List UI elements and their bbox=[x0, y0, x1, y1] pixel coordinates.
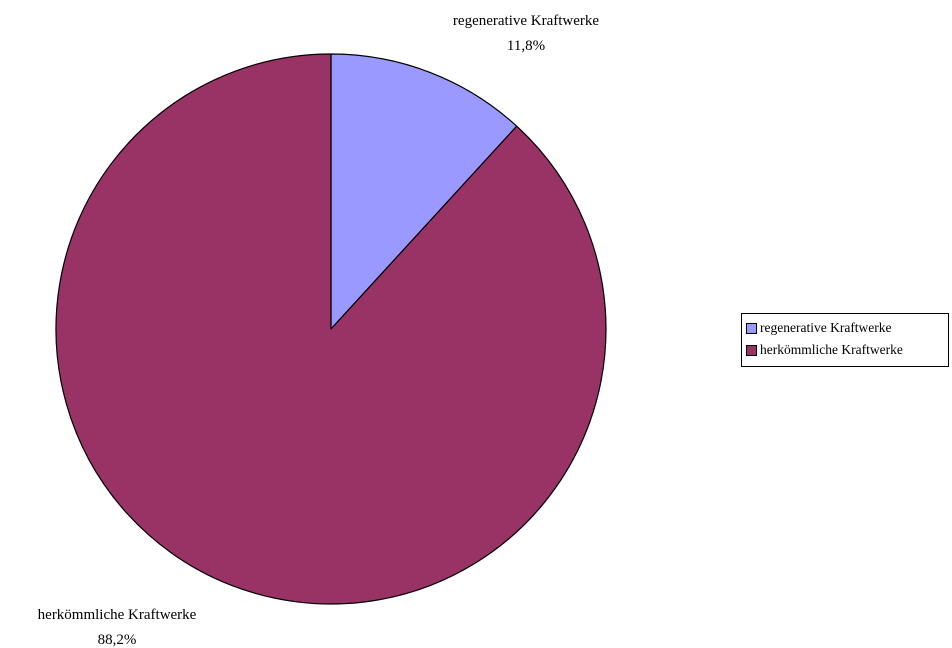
pie-slices bbox=[55, 53, 607, 605]
legend-label-regenerative: regenerative Kraftwerke bbox=[760, 320, 892, 335]
legend-swatch-regenerative bbox=[746, 322, 757, 334]
pie-slice-regenerative bbox=[330, 53, 518, 330]
pie-slice-herkoemmliche bbox=[55, 53, 607, 605]
legend-item-regenerative: regenerative Kraftwerke bbox=[746, 317, 944, 339]
slice-value-regenerative: 11,8% bbox=[507, 38, 545, 54]
slice-labels: regenerative Kraftwerke 11,8% herkömmlic… bbox=[38, 13, 600, 648]
legend-label-herkoemmliche: herkömmliche Kraftwerke bbox=[760, 342, 903, 357]
chart-legend: regenerative Kraftwerke herkömmliche Kra… bbox=[741, 313, 949, 367]
slice-value-herkoemmliche: 88,2% bbox=[98, 632, 137, 648]
legend-item-herkoemmliche: herkömmliche Kraftwerke bbox=[746, 339, 944, 361]
slice-label-herkoemmliche: herkömmliche Kraftwerke bbox=[38, 607, 197, 623]
slice-label-regenerative: regenerative Kraftwerke bbox=[453, 13, 599, 29]
legend-swatch-herkoemmliche bbox=[746, 344, 757, 356]
